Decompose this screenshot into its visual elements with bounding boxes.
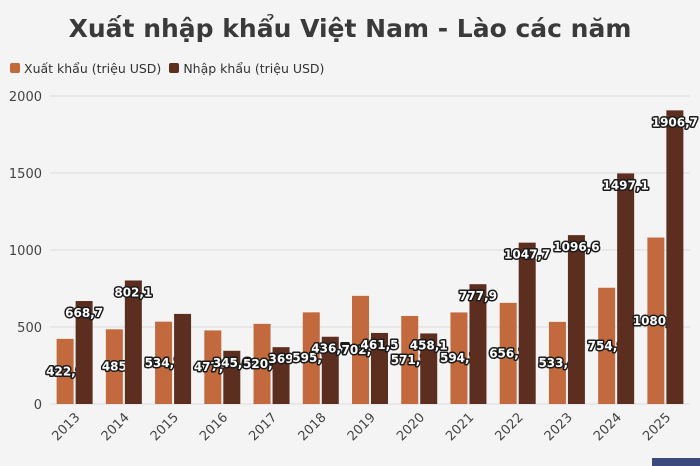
data-label: 1096,6 bbox=[553, 240, 599, 254]
bar[interactable] bbox=[371, 332, 388, 404]
data-label: 345,6 bbox=[213, 356, 251, 370]
data-label: 477,7 bbox=[194, 360, 232, 374]
x-tick-label: 2021 bbox=[443, 410, 477, 444]
data-label: 1497,1 bbox=[602, 178, 648, 192]
y-tick-label: 2000 bbox=[9, 90, 42, 105]
y-tick-label: 0 bbox=[34, 398, 42, 413]
legend-item-import[interactable]: Nhập khẩu (triệu USD) bbox=[169, 61, 324, 76]
bar[interactable] bbox=[450, 312, 468, 404]
data-label: 668,7 bbox=[65, 306, 103, 320]
x-tick-label: 2020 bbox=[394, 410, 428, 444]
bar[interactable] bbox=[302, 312, 320, 404]
bar[interactable] bbox=[499, 302, 517, 404]
data-label: 534,7 bbox=[145, 356, 183, 370]
legend-label-import: Nhập khẩu (triệu USD) bbox=[183, 60, 325, 76]
x-tick-label: 2024 bbox=[591, 410, 625, 444]
bar[interactable] bbox=[155, 321, 173, 404]
y-tick-label: 1500 bbox=[9, 167, 42, 182]
bar[interactable] bbox=[617, 173, 635, 404]
bar[interactable] bbox=[253, 323, 271, 404]
x-tick-label: 2023 bbox=[542, 410, 576, 444]
bar[interactable] bbox=[647, 237, 665, 404]
x-tick-label: 2014 bbox=[99, 410, 133, 444]
data-label: 369 bbox=[269, 352, 294, 366]
data-label: 571,7 bbox=[391, 353, 429, 367]
x-tick-label: 2015 bbox=[148, 410, 182, 444]
data-label: 422,9 bbox=[46, 364, 84, 378]
bar[interactable] bbox=[352, 295, 369, 404]
data-label: 802,1 bbox=[114, 285, 152, 299]
data-label: 777,9 bbox=[459, 289, 497, 303]
data-label: 485 bbox=[102, 360, 127, 374]
legend: Xuất khẩu (triệu USD) Nhập khẩu (triệu U… bbox=[10, 60, 332, 76]
x-tick-label: 2022 bbox=[493, 410, 527, 444]
legend-label-export: Xuất khẩu (triệu USD) bbox=[24, 60, 162, 76]
bar[interactable] bbox=[401, 315, 419, 404]
y-tick-label: 500 bbox=[17, 321, 42, 336]
data-label: 436,7 bbox=[311, 342, 349, 356]
bar[interactable] bbox=[124, 280, 142, 404]
y-tick-label: 1000 bbox=[9, 244, 42, 259]
data-label: 656,7 bbox=[489, 346, 527, 360]
data-label: 1047,7 bbox=[504, 248, 550, 262]
data-label: 702,2 bbox=[342, 343, 380, 357]
x-tick-label: 2013 bbox=[49, 410, 83, 444]
bar[interactable] bbox=[420, 333, 438, 404]
bar[interactable] bbox=[321, 336, 339, 404]
x-tick-label: 2017 bbox=[246, 410, 280, 444]
legend-item-export[interactable]: Xuất khẩu (triệu USD) bbox=[10, 61, 161, 76]
data-label: 533,4 bbox=[538, 356, 576, 370]
bar[interactable] bbox=[75, 301, 93, 404]
data-label: 1906,7 bbox=[652, 115, 698, 129]
x-tick-label: 2018 bbox=[296, 410, 330, 444]
bar[interactable] bbox=[518, 242, 536, 404]
data-label: 754,9 bbox=[588, 339, 626, 353]
x-tick-label: 2019 bbox=[345, 410, 379, 444]
data-label: 594,7 bbox=[440, 351, 478, 365]
legend-swatch-export bbox=[10, 63, 20, 73]
data-label: 458,1 bbox=[410, 338, 448, 352]
bar[interactable] bbox=[567, 235, 585, 404]
corner-decoration bbox=[652, 458, 700, 466]
bar[interactable] bbox=[598, 287, 616, 404]
data-label: 520,4 bbox=[243, 357, 281, 371]
x-tick-label: 2025 bbox=[640, 410, 674, 444]
bar[interactable] bbox=[56, 338, 74, 404]
chart-title: Xuất nhập khẩu Việt Nam - Lào các năm bbox=[68, 14, 632, 43]
bar[interactable] bbox=[174, 313, 192, 404]
bar[interactable] bbox=[223, 350, 241, 404]
data-label: 595,2 bbox=[292, 351, 330, 365]
bar[interactable] bbox=[272, 347, 290, 404]
bar[interactable] bbox=[469, 284, 487, 404]
legend-swatch-import bbox=[169, 63, 180, 73]
bar[interactable] bbox=[204, 330, 222, 404]
bar[interactable] bbox=[105, 329, 123, 404]
x-tick-label: 2016 bbox=[197, 410, 231, 444]
bar[interactable] bbox=[548, 321, 566, 404]
bar[interactable] bbox=[666, 110, 684, 405]
data-label: 461,5 bbox=[361, 338, 399, 352]
